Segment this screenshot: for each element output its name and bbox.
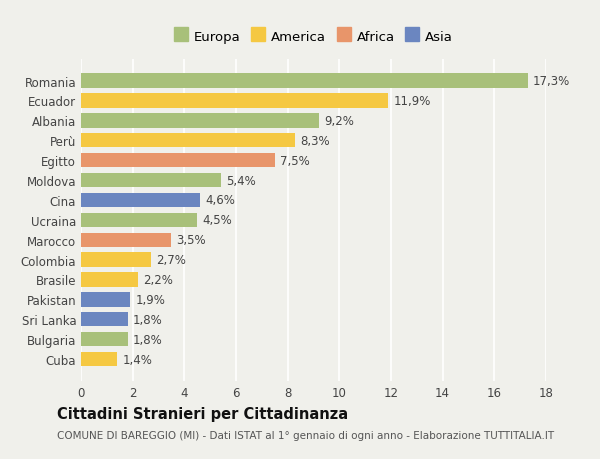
Text: 4,5%: 4,5%	[202, 214, 232, 227]
Text: 8,3%: 8,3%	[301, 134, 330, 147]
Text: COMUNE DI BAREGGIO (MI) - Dati ISTAT al 1° gennaio di ogni anno - Elaborazione T: COMUNE DI BAREGGIO (MI) - Dati ISTAT al …	[57, 431, 554, 440]
Text: 2,7%: 2,7%	[156, 253, 186, 267]
Bar	[81, 313, 128, 327]
Bar	[81, 213, 197, 228]
Text: 1,8%: 1,8%	[133, 333, 163, 346]
Bar	[81, 233, 172, 247]
Text: 5,4%: 5,4%	[226, 174, 256, 187]
Bar	[81, 332, 128, 347]
Bar	[81, 292, 130, 307]
Bar	[81, 273, 138, 287]
Text: 7,5%: 7,5%	[280, 154, 310, 167]
Bar	[81, 253, 151, 267]
Text: 1,8%: 1,8%	[133, 313, 163, 326]
Text: 3,5%: 3,5%	[176, 234, 206, 246]
Bar	[81, 94, 388, 108]
Bar	[81, 174, 221, 188]
Bar	[81, 114, 319, 128]
Bar	[81, 74, 528, 89]
Legend: Europa, America, Africa, Asia: Europa, America, Africa, Asia	[172, 28, 455, 46]
Text: 1,4%: 1,4%	[122, 353, 152, 366]
Text: 9,2%: 9,2%	[324, 115, 354, 128]
Text: 11,9%: 11,9%	[394, 95, 431, 108]
Text: 1,9%: 1,9%	[135, 293, 165, 306]
Bar	[81, 134, 295, 148]
Text: 2,2%: 2,2%	[143, 274, 173, 286]
Bar	[81, 352, 117, 366]
Text: 17,3%: 17,3%	[533, 75, 571, 88]
Bar	[81, 154, 275, 168]
Text: Cittadini Stranieri per Cittadinanza: Cittadini Stranieri per Cittadinanza	[57, 406, 348, 421]
Text: 4,6%: 4,6%	[205, 194, 235, 207]
Bar	[81, 193, 200, 207]
